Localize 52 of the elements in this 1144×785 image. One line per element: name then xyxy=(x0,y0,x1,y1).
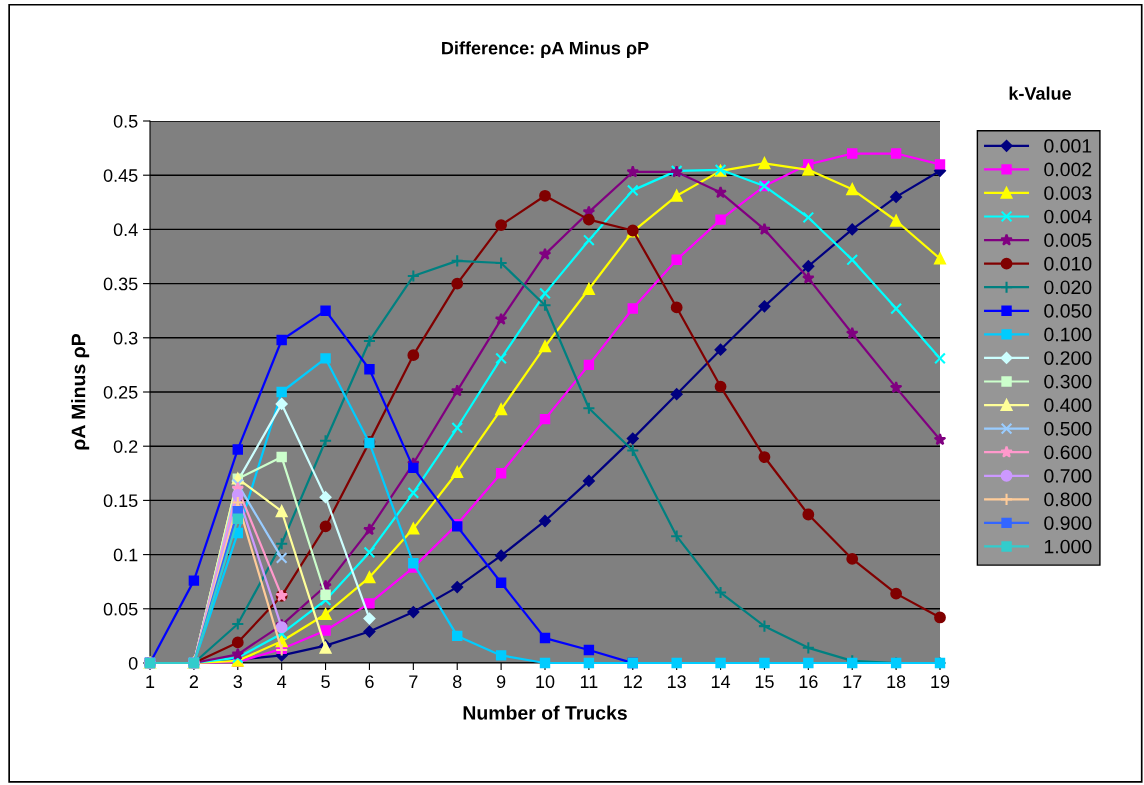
legend-label: 0.400 xyxy=(1044,398,1092,413)
x-tick-label: 1 xyxy=(146,675,155,688)
legend-label: 0.600 xyxy=(1044,445,1092,460)
x-tick-label: 19 xyxy=(931,675,950,689)
x-axis-title: Number of Trucks xyxy=(463,705,627,720)
y-tick-label: 0.2 xyxy=(113,440,138,453)
y-tick-label: 0.45 xyxy=(103,169,138,182)
legend-label: 0.003 xyxy=(1044,186,1092,200)
legend-label: 0.020 xyxy=(1044,280,1092,295)
y-tick-label: 0.35 xyxy=(103,277,138,291)
y-tick-label: 0.15 xyxy=(103,494,138,508)
x-tick-label: 10 xyxy=(536,675,555,689)
x-tick-label: 9 xyxy=(496,675,506,689)
legend-label: 0.050 xyxy=(1044,304,1092,318)
x-tick-label: 17 xyxy=(843,675,862,688)
y-tick-label: 0 xyxy=(128,656,138,670)
chart-title: Difference: ρA Minus ρP xyxy=(442,41,649,59)
x-tick-label: 6 xyxy=(365,675,374,689)
x-tick-label: 16 xyxy=(799,675,818,689)
legend-label: 0.100 xyxy=(1044,327,1092,342)
legend-label: 0.900 xyxy=(1044,516,1092,530)
y-tick-label: 0.25 xyxy=(103,385,138,399)
y-tick-label: 0.1 xyxy=(113,548,138,562)
x-tick-label: 13 xyxy=(668,675,686,689)
legend-label: 0.010 xyxy=(1044,256,1092,271)
x-tick-label: 15 xyxy=(755,675,774,689)
y-tick-label: 0.3 xyxy=(113,331,138,345)
x-tick-label: 2 xyxy=(189,675,198,688)
x-tick-label: 3 xyxy=(233,675,243,689)
x-tick-label: 4 xyxy=(277,675,287,688)
x-tick-label: 14 xyxy=(711,675,731,688)
y-tick-label: 0.5 xyxy=(113,114,138,128)
x-tick-label: 12 xyxy=(624,675,642,688)
legend-label: 0.004 xyxy=(1044,209,1092,224)
legend-label: 0.001 xyxy=(1044,139,1092,153)
x-tick-label: 11 xyxy=(580,675,598,688)
x-tick-label: 18 xyxy=(887,675,906,689)
legend-label: 0.700 xyxy=(1044,469,1092,483)
legend-label: 1.000 xyxy=(1044,539,1092,554)
x-tick-label: 7 xyxy=(409,675,418,688)
legend-label: 0.500 xyxy=(1044,421,1092,436)
y-tick-label: 0.05 xyxy=(103,602,138,616)
legend-label: 0.800 xyxy=(1044,492,1092,507)
x-tick-label: 5 xyxy=(321,675,330,689)
legend-label: 0.005 xyxy=(1044,233,1092,248)
legend-title: k-Value xyxy=(1009,86,1071,100)
y-axis-title: ρA Minus ρP xyxy=(71,334,90,450)
y-tick-label: 0.4 xyxy=(113,223,138,237)
x-tick-label: 8 xyxy=(452,675,462,689)
legend-label: 0.002 xyxy=(1044,162,1092,177)
legend-label: 0.300 xyxy=(1044,374,1092,389)
legend-label: 0.200 xyxy=(1044,351,1092,365)
